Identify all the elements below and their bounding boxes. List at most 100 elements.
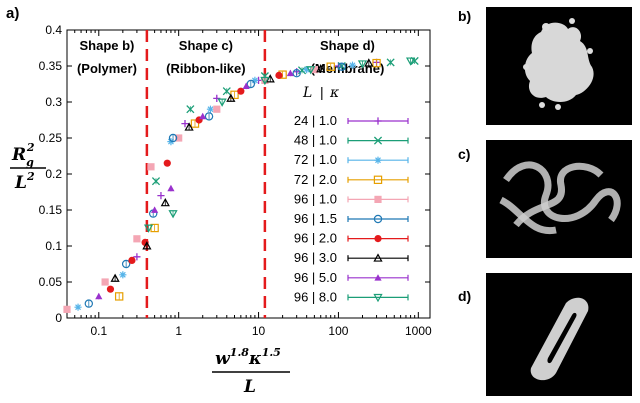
data-point xyxy=(74,303,82,311)
data-point xyxy=(121,259,131,269)
data-point xyxy=(310,66,318,74)
legend-marker xyxy=(373,293,383,303)
series-9 xyxy=(95,69,294,300)
y-label-denominator: L2 xyxy=(14,170,35,193)
data-point xyxy=(101,278,109,286)
legend-marker xyxy=(373,136,383,145)
data-point xyxy=(386,58,395,67)
legend-header-L: L xyxy=(302,85,312,101)
data-point xyxy=(119,271,127,279)
region-label-title: Shape b) xyxy=(79,38,134,53)
y-tick-label: 0.2 xyxy=(45,167,62,181)
series-10 xyxy=(143,57,416,233)
data-point xyxy=(286,69,294,77)
data-point xyxy=(337,62,346,71)
data-point xyxy=(237,87,245,95)
data-point xyxy=(246,79,256,89)
legend-label: 24 | 1.0 xyxy=(294,113,337,128)
data-point xyxy=(316,64,326,73)
data-point xyxy=(190,119,200,128)
legend-marker xyxy=(374,117,382,125)
legend-label: 96 | 5.0 xyxy=(294,270,337,285)
legend-label: 96 | 1.0 xyxy=(294,191,337,206)
legend-label: 96 | 3.0 xyxy=(294,250,337,265)
region-label-subtitle: (Polymer) xyxy=(77,61,137,76)
data-point xyxy=(306,66,316,75)
data-point xyxy=(133,253,141,261)
data-point xyxy=(226,93,236,102)
panel-label-c: c) xyxy=(458,146,471,162)
x-tick-label: 10 xyxy=(252,324,266,338)
data-point xyxy=(372,58,381,68)
legend-header-kappa: κ xyxy=(329,85,339,101)
region-label-title: Shape c) xyxy=(179,38,233,53)
data-point xyxy=(326,62,335,71)
chart-area: 0 0.05 0.1 0.15 0.2 0.25 0.3 0.35 0.4 0.1 1 10 100 10… xyxy=(6,5,432,397)
data-point xyxy=(405,57,416,66)
data-point xyxy=(275,71,283,79)
legend-label: 96 | 1.5 xyxy=(294,211,337,226)
data-point xyxy=(151,206,159,213)
region-label-title: Shape d) xyxy=(320,38,375,53)
data-point xyxy=(163,159,171,167)
panel-label-a: a) xyxy=(6,5,19,22)
data-point xyxy=(133,235,141,243)
series-8 xyxy=(110,58,374,282)
y-tick-label: 0 xyxy=(55,311,62,325)
y-tick-label: 0.1 xyxy=(45,239,62,253)
y-label-numerator: Rg2 xyxy=(11,141,35,169)
legend-label: 96 | 8.0 xyxy=(294,289,337,304)
x-label-numerator: w1.8κ1.5 xyxy=(215,346,281,369)
data-point xyxy=(84,299,94,308)
data-point xyxy=(184,122,194,131)
ribbon-icon xyxy=(499,161,621,235)
region-label-subtitle: (Ribbon-like) xyxy=(166,61,245,76)
data-point xyxy=(128,256,136,264)
data-point xyxy=(160,197,170,207)
x-tick-label: 100 xyxy=(328,324,348,338)
series-7 xyxy=(106,71,283,293)
legend-label: 72 | 2.0 xyxy=(294,172,337,187)
series-1 xyxy=(133,58,381,261)
legend-marker xyxy=(374,274,382,281)
membrane-image xyxy=(486,273,632,396)
membrane-icon xyxy=(530,297,589,381)
legend-marker xyxy=(374,195,382,203)
data-point xyxy=(260,76,270,86)
series-3 xyxy=(74,61,357,311)
polymer-blob-icon xyxy=(523,18,594,110)
x-tick-label: 1 xyxy=(175,324,182,338)
y-tick-label: 0.15 xyxy=(39,203,63,217)
series-4 xyxy=(114,58,381,301)
data-point xyxy=(206,105,215,113)
data-point xyxy=(181,120,189,128)
data-point xyxy=(63,305,71,313)
legend-label: 48 | 1.0 xyxy=(294,133,337,148)
data-point xyxy=(106,285,115,293)
data-point xyxy=(213,105,221,113)
x-tick-label: 0.1 xyxy=(90,324,107,338)
data-point xyxy=(292,68,301,78)
data-point xyxy=(143,224,154,233)
x-tick-label: 1000 xyxy=(405,324,432,338)
data-point xyxy=(303,66,311,74)
data-point xyxy=(95,292,103,300)
x-label-denominator: L xyxy=(243,377,256,397)
legend-marker xyxy=(373,175,383,184)
data-point xyxy=(142,241,152,250)
legend-label: 72 | 1.0 xyxy=(294,152,337,167)
data-point xyxy=(251,76,259,84)
data-point xyxy=(217,98,227,107)
ribbon-image xyxy=(486,140,632,258)
data-point xyxy=(168,133,178,143)
series-6 xyxy=(84,62,346,308)
legend-header-sep: | xyxy=(320,84,324,100)
data-point xyxy=(357,60,368,69)
series-5 xyxy=(63,66,318,313)
polymer-image xyxy=(486,7,632,125)
data-point xyxy=(168,210,178,219)
legend: L | κ 24 | 1.0 48 | 1.0 72 | 1.0 72 | 2.0 96 | … xyxy=(294,84,409,304)
y-tick-label: 0.25 xyxy=(39,131,63,145)
legend-marker xyxy=(373,253,383,262)
legend-marker xyxy=(373,214,383,224)
